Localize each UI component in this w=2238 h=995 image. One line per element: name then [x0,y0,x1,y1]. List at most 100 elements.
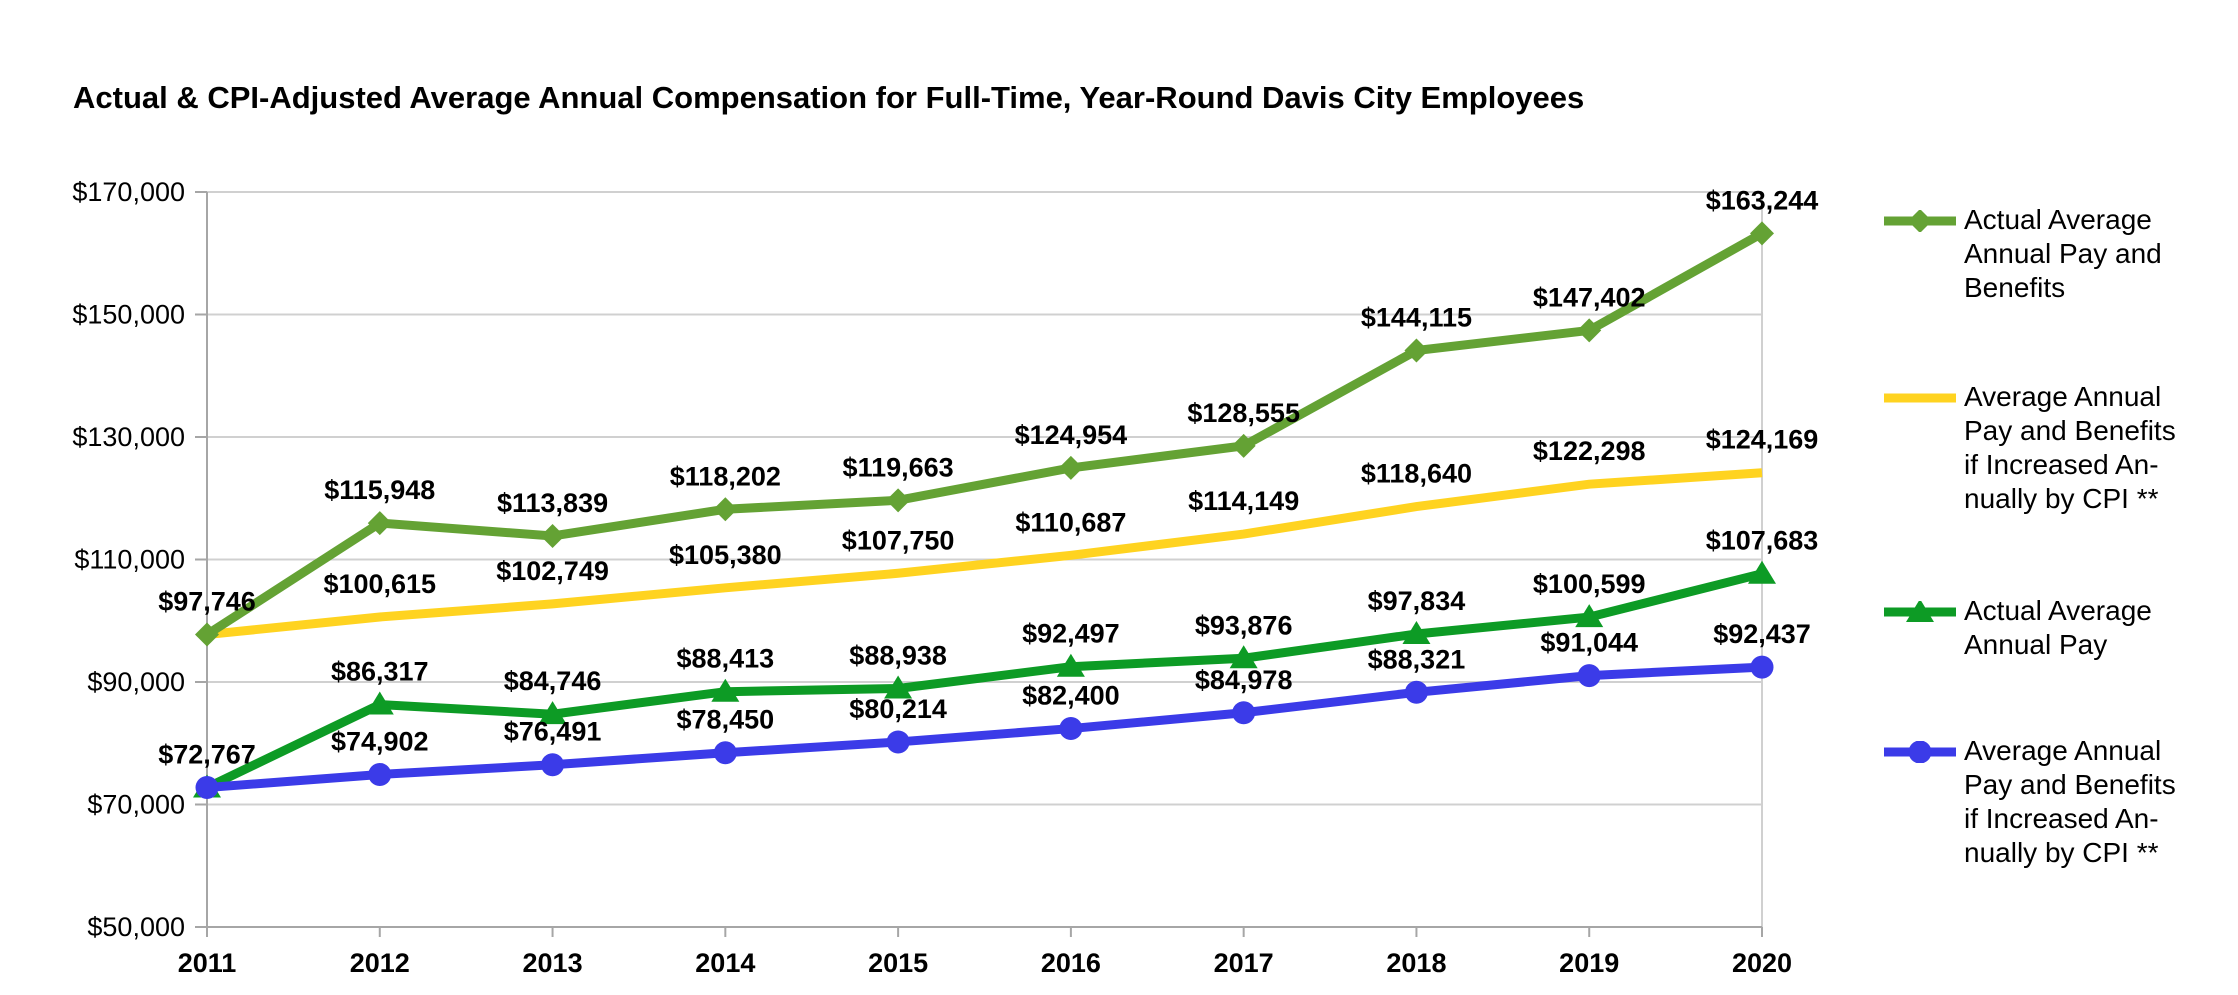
data-label: $86,317 [331,657,429,687]
data-label: $163,244 [1706,185,1819,215]
y-tick-label: $90,000 [87,667,185,697]
series-line-3 [206,662,1763,793]
legend-label: Actual Average Annual Pay [1964,595,2152,660]
data-label: $147,402 [1533,282,1646,312]
triangle-marker-icon [884,675,913,699]
circle-marker-icon [1577,664,1601,688]
diamond-marker-icon [1908,210,1932,232]
data-label: $124,169 [1706,425,1819,455]
data-label: $76,491 [504,717,602,747]
data-label: $124,954 [1015,420,1128,450]
x-tick-label: 2020 [1732,948,1792,978]
x-tick-label: 2019 [1559,948,1619,978]
data-label: $97,834 [1368,586,1466,616]
circle-marker-icon [1232,701,1256,725]
legend-item-actual-pay: Actual Average Annual Pay [1884,594,2238,662]
legend-item-actual-pay-and-benefits: Actual Average Annual Pay and Benefits [1884,203,2238,305]
legend-label: Actual Average Annual Pay and Benefits [1964,204,2162,303]
legend-sample-line-icon [1884,393,1956,403]
circle-marker-icon [541,753,565,777]
data-label: $119,663 [843,452,954,482]
data-label: $113,839 [497,488,608,518]
data-label: $88,413 [677,644,775,674]
y-tick-label: $50,000 [87,912,185,942]
data-label: $110,687 [1015,507,1126,537]
diamond-marker-icon [1577,318,1602,343]
data-label: $84,746 [504,666,602,696]
circle-marker-icon [886,730,910,754]
data-label: $74,902 [331,726,429,756]
triangle-marker-icon [365,691,394,715]
data-label: $92,497 [1022,619,1120,649]
x-tick-label: 2015 [868,948,928,978]
data-label: $72,767 [158,740,256,770]
triangle-marker-icon [1229,645,1258,669]
data-label: $107,750 [842,525,955,555]
series-line-1 [206,468,1763,640]
diamond-marker-icon [1058,455,1083,480]
data-label: $114,149 [1188,486,1299,516]
x-tick-label: 2012 [350,948,410,978]
y-tick-label: $150,000 [72,300,185,330]
legend-sample-line-triangle-icon [1884,601,1956,622]
circle-marker-icon [1404,680,1428,704]
x-tick-label: 2017 [1214,948,1274,978]
legend-sample-line-diamond-icon [1884,210,1956,232]
data-label: $78,450 [677,705,775,735]
x-tick-label: 2013 [523,948,583,978]
data-label: $102,749 [496,556,609,586]
x-tick-label: 2016 [1041,948,1101,978]
triangle-marker-icon [1906,601,1934,622]
triangle-marker-icon [711,678,740,702]
data-label: $107,683 [1706,526,1819,556]
diamond-marker-icon [713,497,738,522]
data-label: $88,321 [1368,644,1466,674]
legend-label: Average Annual Pay and Benefits if Incre… [1964,381,2176,514]
data-label: $82,400 [1022,681,1120,711]
legend-item-pay-cpi: Average Annual Pay and Benefits if Incre… [1884,734,2238,870]
triangle-marker-icon [1748,560,1776,584]
x-tick-label: 2018 [1386,948,1446,978]
diamond-marker-icon [1404,338,1429,363]
y-tick-label: $170,000 [72,177,185,207]
diamond-marker-icon [540,523,565,548]
data-label: $128,555 [1187,398,1300,428]
circle-marker-icon [195,776,219,800]
y-tick-label: $110,000 [74,545,185,575]
legend-label: Average Annual Pay and Benefits if Incre… [1964,735,2176,868]
triangle-marker-icon [538,701,567,725]
data-label: $88,938 [849,641,947,671]
series-line-2 [205,569,1764,792]
data-label: $91,044 [1540,628,1638,658]
data-label: $92,437 [1713,619,1811,649]
data-label: $100,599 [1533,569,1646,599]
data-label: $115,948 [324,475,435,505]
circle-marker-icon [1908,741,1932,763]
y-tick-label: $70,000 [87,790,185,820]
chart-title: Actual & CPI-Adjusted Average Annual Com… [73,80,1585,115]
triangle-marker-icon [1402,621,1431,645]
data-label: $118,640 [1361,459,1472,489]
y-tick-label: $130,000 [72,422,185,452]
triangle-marker-icon [1575,604,1604,628]
data-label: $144,115 [1361,303,1472,333]
x-tick-label: 2014 [695,948,755,978]
data-label: $84,978 [1195,665,1293,695]
circle-marker-icon [1750,655,1774,679]
x-tick-label: 2011 [178,948,237,978]
circle-marker-icon [1059,717,1083,741]
series-line-0 [204,229,1765,639]
circle-marker-icon [713,741,737,765]
diamond-marker-icon [195,622,219,647]
legend-sample-line-circle-icon [1884,741,1956,763]
circle-marker-icon [368,762,392,786]
data-label: $80,214 [849,694,947,724]
data-label: $118,202 [670,461,781,491]
diamond-marker-icon [367,511,392,536]
diamond-marker-icon [1231,433,1256,458]
data-label: $100,615 [323,569,436,599]
legend-item-pay-and-benefits-cpi: Average Annual Pay and Benefits if Incre… [1884,380,2238,516]
data-label: $93,876 [1195,610,1293,640]
